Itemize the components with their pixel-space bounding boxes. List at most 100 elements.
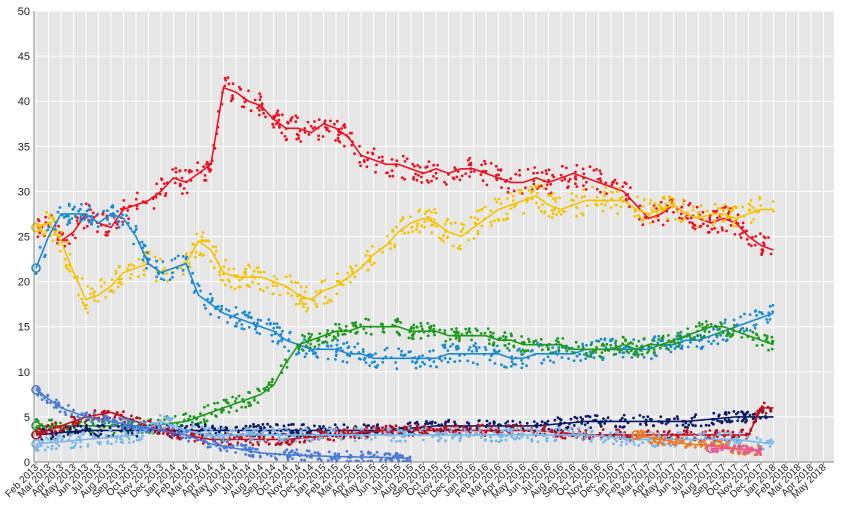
poll-point xyxy=(201,442,205,445)
poll-point xyxy=(734,412,738,416)
y-tick-label: 20 xyxy=(18,277,30,289)
y-tick-label: 0 xyxy=(24,457,30,469)
poll-point xyxy=(552,212,555,216)
poll-point xyxy=(36,218,40,221)
poll-point xyxy=(166,433,169,436)
poll-point xyxy=(536,440,540,443)
poll-point xyxy=(632,440,635,443)
poll-point xyxy=(421,427,424,431)
poll-point xyxy=(573,176,577,180)
poll-point xyxy=(267,318,271,321)
poll-point xyxy=(657,334,661,338)
poll-point xyxy=(418,429,422,432)
poll-point xyxy=(392,436,396,440)
poll-point xyxy=(104,233,108,237)
poll-point xyxy=(267,389,270,392)
poll-point xyxy=(552,435,556,439)
poll-point xyxy=(560,345,564,349)
poll-point xyxy=(78,416,82,420)
poll-point xyxy=(607,437,610,440)
poll-point xyxy=(599,422,602,426)
poll-point xyxy=(333,452,337,455)
poll-point xyxy=(464,327,468,331)
poll-point xyxy=(435,365,438,369)
poll-point xyxy=(114,272,118,275)
poll-point xyxy=(369,455,372,459)
poll-point xyxy=(96,299,100,303)
poll-point xyxy=(240,433,244,437)
poll-point xyxy=(553,439,557,443)
poll-point xyxy=(181,255,185,258)
poll-point xyxy=(638,204,642,208)
poll-point xyxy=(739,315,742,319)
poll-point xyxy=(106,218,109,222)
poll-point xyxy=(240,448,244,451)
poll-point xyxy=(602,199,605,202)
poll-point xyxy=(701,326,705,330)
poll-point xyxy=(540,361,544,365)
poll-point xyxy=(575,206,578,209)
poll-point xyxy=(96,212,100,216)
poll-point xyxy=(572,199,576,202)
poll-point xyxy=(265,385,269,389)
poll-point xyxy=(409,350,412,353)
poll-point xyxy=(46,438,50,441)
poll-point xyxy=(350,433,354,437)
poll-point xyxy=(489,220,493,224)
poll-point xyxy=(126,221,130,225)
poll-point xyxy=(478,433,482,437)
poll-point xyxy=(199,170,203,174)
poll-point xyxy=(362,327,366,331)
poll-point xyxy=(44,436,48,440)
poll-point xyxy=(305,438,309,442)
poll-point xyxy=(427,160,431,164)
poll-point xyxy=(487,342,491,346)
poll-point xyxy=(135,430,139,434)
poll-point xyxy=(541,203,544,207)
poll-point xyxy=(551,346,554,349)
poll-point xyxy=(303,355,307,359)
poll-point xyxy=(242,444,246,447)
poll-point xyxy=(295,448,299,452)
poll-point xyxy=(319,458,323,462)
poll-point xyxy=(698,324,701,327)
poll-point xyxy=(747,242,751,246)
poll-point xyxy=(134,197,138,201)
poll-point xyxy=(88,204,92,208)
poll-point xyxy=(203,420,207,424)
poll-point xyxy=(483,345,487,349)
poll-point xyxy=(202,418,206,421)
poll-point xyxy=(388,432,392,436)
poll-point xyxy=(316,126,320,130)
poll-point xyxy=(572,424,576,427)
poll-point xyxy=(419,365,422,368)
poll-point xyxy=(257,439,261,443)
poll-point xyxy=(703,431,706,435)
poll-point xyxy=(335,292,339,296)
poll-point xyxy=(268,431,272,435)
poll-point xyxy=(567,357,570,360)
poll-point xyxy=(250,431,254,435)
poll-point xyxy=(329,428,333,432)
poll-point xyxy=(435,177,438,180)
poll-point xyxy=(394,324,397,328)
poll-point xyxy=(70,413,74,416)
poll-point xyxy=(453,420,456,424)
poll-point xyxy=(359,164,362,168)
poll-point xyxy=(90,420,94,424)
poll-point xyxy=(626,421,630,425)
poll-point xyxy=(420,324,423,328)
poll-point xyxy=(246,448,250,451)
poll-point xyxy=(403,177,406,181)
poll-point xyxy=(336,338,339,342)
poll-point xyxy=(334,354,338,357)
poll-point xyxy=(303,131,307,134)
poll-point xyxy=(384,355,388,359)
poll-point xyxy=(390,430,394,434)
poll-point xyxy=(103,414,107,418)
poll-point xyxy=(432,324,436,327)
poll-point xyxy=(134,227,138,231)
poll-point xyxy=(349,330,352,334)
poll-point xyxy=(420,181,424,184)
poll-point xyxy=(455,432,459,435)
